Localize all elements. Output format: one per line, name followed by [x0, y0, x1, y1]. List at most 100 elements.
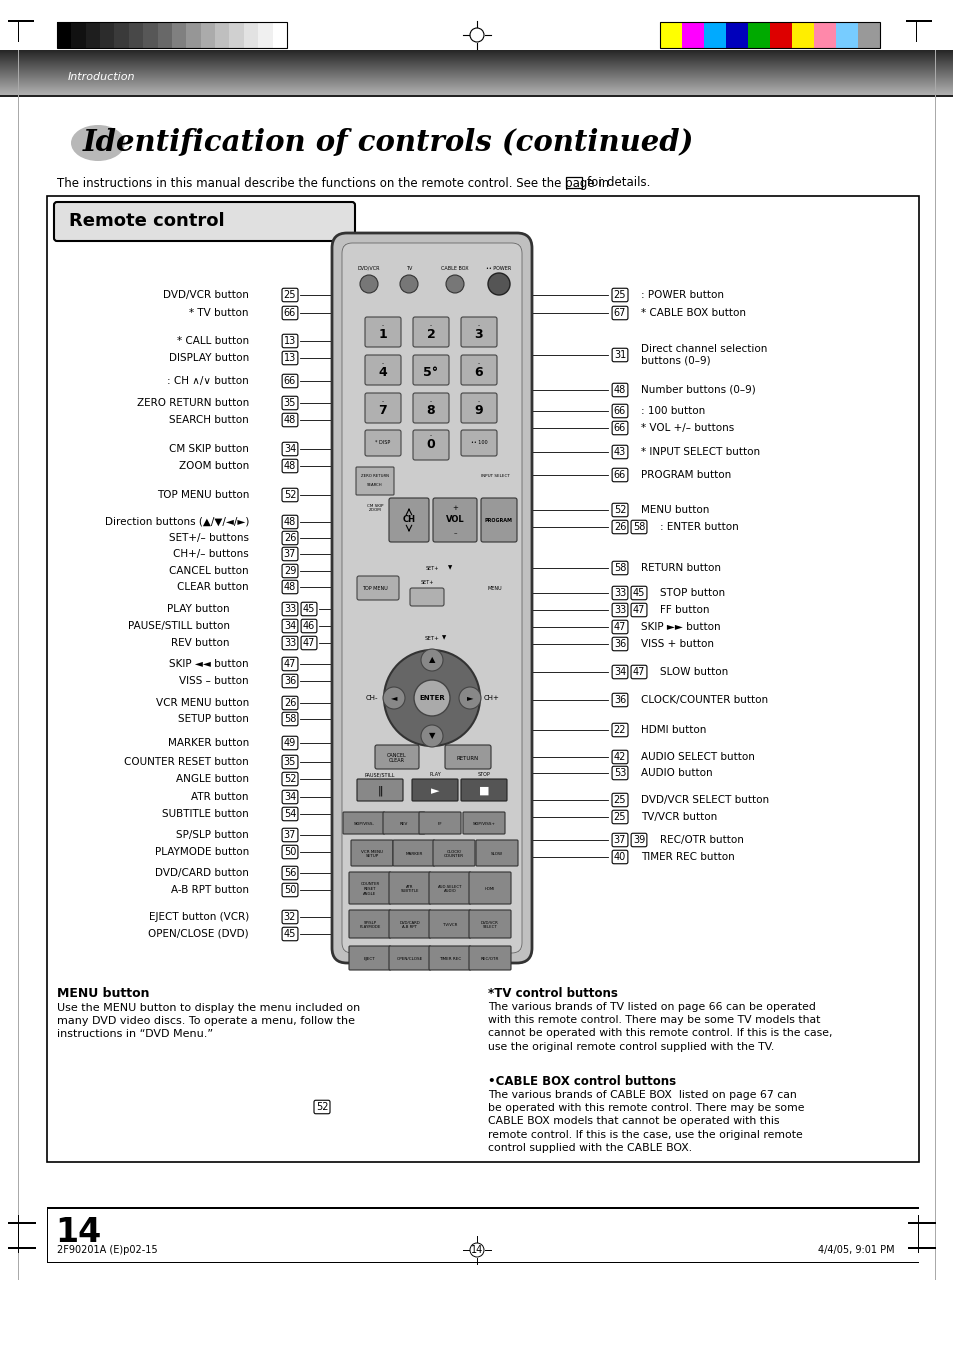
Text: 45: 45: [632, 588, 644, 598]
Text: –: –: [453, 530, 456, 536]
Text: ‖: ‖: [376, 786, 382, 796]
Bar: [100, 22, 114, 49]
FancyBboxPatch shape: [429, 911, 471, 938]
Text: MARKER: MARKER: [405, 852, 422, 857]
Text: ..: ..: [381, 361, 384, 366]
Text: 13: 13: [284, 353, 295, 363]
Text: 29: 29: [283, 566, 295, 576]
Text: 48: 48: [284, 415, 295, 426]
Text: INPUT SELECT: INPUT SELECT: [480, 474, 509, 478]
Circle shape: [488, 273, 510, 295]
Text: ANGLE button: ANGLE button: [175, 774, 249, 784]
Text: CLOCK/COUNTER button: CLOCK/COUNTER button: [640, 694, 767, 705]
Text: 26: 26: [283, 534, 295, 543]
Text: •CABLE BOX control buttons: •CABLE BOX control buttons: [488, 1075, 676, 1088]
Bar: [835, 22, 857, 49]
Bar: [214, 22, 230, 49]
Text: 33: 33: [613, 605, 625, 615]
Text: 35: 35: [283, 757, 295, 767]
FancyBboxPatch shape: [332, 232, 532, 963]
Text: MENU button: MENU button: [57, 988, 150, 1000]
Text: CLOCK/
COUNTER: CLOCK/ COUNTER: [443, 850, 463, 858]
Text: CH+/– buttons: CH+/– buttons: [173, 549, 249, 559]
Text: 48: 48: [284, 461, 295, 471]
Text: •• 100: •• 100: [470, 440, 487, 446]
FancyBboxPatch shape: [343, 812, 385, 834]
Text: CH+: CH+: [483, 694, 499, 701]
Text: 34: 34: [613, 667, 625, 677]
Text: 33: 33: [284, 638, 295, 648]
Text: TV: TV: [405, 266, 412, 270]
Text: PLAY: PLAY: [429, 773, 440, 777]
Text: AUDIO button: AUDIO button: [640, 767, 712, 778]
Text: 32: 32: [283, 912, 295, 921]
Bar: [8, 20, 34, 22]
FancyBboxPatch shape: [410, 588, 443, 607]
Text: VCR MENU
SETUP: VCR MENU SETUP: [360, 850, 382, 858]
FancyBboxPatch shape: [460, 393, 497, 423]
Circle shape: [399, 276, 417, 293]
FancyBboxPatch shape: [413, 317, 449, 347]
Text: CLEAR button: CLEAR button: [177, 582, 249, 592]
FancyBboxPatch shape: [356, 780, 402, 801]
Text: TOP MENU button: TOP MENU button: [156, 490, 249, 500]
Text: VOL: VOL: [445, 516, 464, 524]
Ellipse shape: [71, 126, 125, 161]
Text: The various brands of TV listed on page 66 can be operated
with this remote cont: The various brands of TV listed on page …: [488, 1002, 832, 1051]
Text: 37: 37: [283, 830, 295, 840]
Text: 52: 52: [283, 490, 296, 500]
Text: 26: 26: [283, 698, 295, 708]
Text: ►: ►: [466, 693, 473, 703]
Circle shape: [420, 725, 442, 747]
Text: 50: 50: [283, 847, 295, 857]
Text: PROGRAM button: PROGRAM button: [640, 470, 731, 480]
Text: * CABLE BOX button: * CABLE BOX button: [640, 308, 745, 317]
FancyBboxPatch shape: [382, 812, 424, 834]
Circle shape: [414, 680, 450, 716]
Text: HDMI button: HDMI button: [640, 725, 705, 735]
Bar: [18, 1215, 19, 1252]
Bar: [129, 22, 143, 49]
Text: 58: 58: [632, 521, 644, 532]
Text: 49: 49: [284, 738, 295, 748]
FancyBboxPatch shape: [460, 317, 497, 347]
Text: SETUP button: SETUP button: [178, 713, 249, 724]
Bar: [200, 22, 214, 49]
FancyBboxPatch shape: [460, 355, 497, 385]
Text: VCR MENU button: VCR MENU button: [155, 698, 249, 708]
Circle shape: [458, 688, 480, 709]
Text: PAUSE/STILL: PAUSE/STILL: [364, 773, 395, 777]
Text: 5°: 5°: [423, 366, 438, 378]
Text: SLOW button: SLOW button: [659, 667, 727, 677]
FancyBboxPatch shape: [389, 911, 431, 938]
Text: PAUSE/STILL button: PAUSE/STILL button: [128, 621, 230, 631]
Text: 43: 43: [613, 447, 625, 457]
Text: 53: 53: [613, 767, 625, 778]
Text: PLAY button: PLAY button: [167, 604, 230, 613]
Circle shape: [359, 276, 377, 293]
Bar: [8, 1247, 36, 1248]
Text: HDMI: HDMI: [484, 888, 495, 892]
Text: 40: 40: [613, 852, 625, 862]
Bar: [0, 95, 953, 96]
Bar: [186, 22, 200, 49]
FancyBboxPatch shape: [365, 393, 400, 423]
Text: * VOL +/– buttons: * VOL +/– buttons: [640, 423, 734, 434]
FancyBboxPatch shape: [469, 871, 511, 904]
Text: 4: 4: [378, 366, 387, 378]
Text: ..: ..: [429, 399, 432, 404]
Text: ..: ..: [477, 399, 480, 404]
FancyBboxPatch shape: [413, 430, 449, 459]
Text: ZOOM button: ZOOM button: [178, 461, 249, 471]
Text: : POWER button: : POWER button: [640, 290, 723, 300]
Text: 48: 48: [284, 582, 295, 592]
FancyBboxPatch shape: [480, 499, 517, 542]
Text: TIMER REC button: TIMER REC button: [640, 852, 734, 862]
Bar: [725, 22, 747, 49]
Bar: [244, 22, 258, 49]
FancyBboxPatch shape: [444, 744, 491, 769]
Text: MENU: MENU: [487, 585, 502, 590]
Text: SET+: SET+: [425, 566, 438, 570]
FancyBboxPatch shape: [351, 840, 393, 866]
Text: 3: 3: [475, 327, 483, 340]
